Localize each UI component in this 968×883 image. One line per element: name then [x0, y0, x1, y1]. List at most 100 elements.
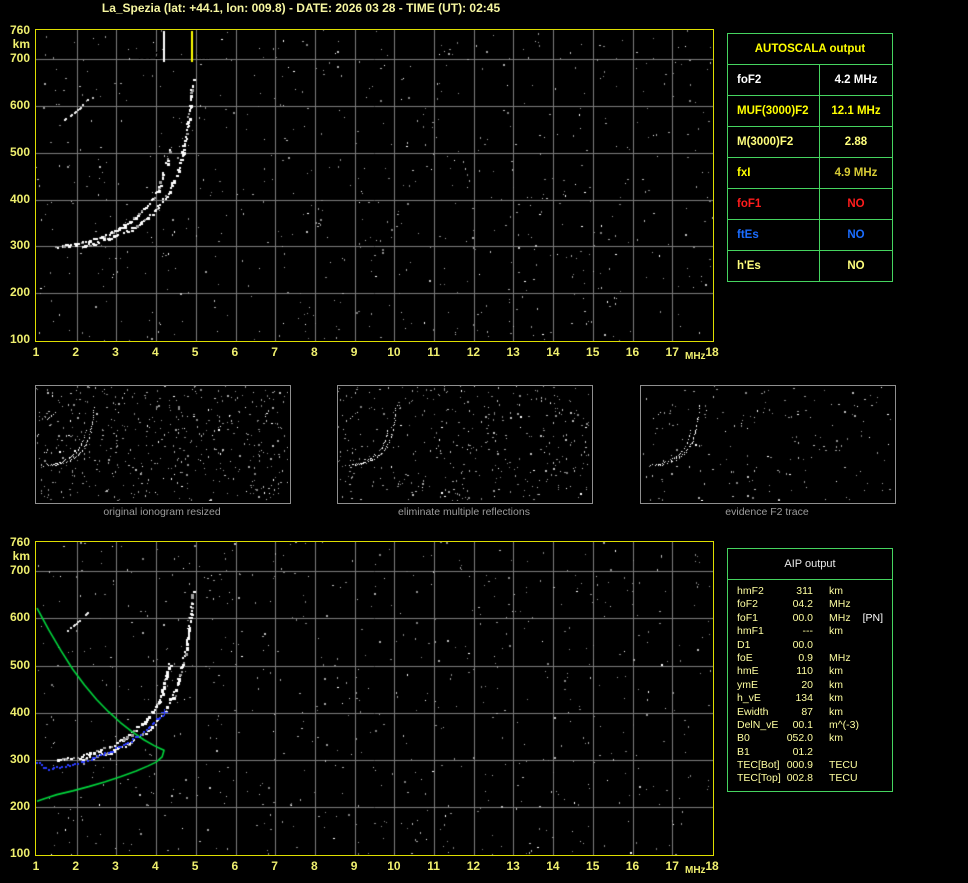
original-ionogram-canvas	[36, 386, 288, 501]
aip-unit: MHz	[829, 598, 851, 611]
bottom-ionogram-canvas	[36, 542, 713, 855]
aip-row-hmF2: hmF2 311 km	[728, 585, 892, 598]
aip-row-B1: B1 01.2	[728, 746, 892, 759]
x-tick-10: 10	[387, 345, 401, 359]
autoscala-row-foF2: foF2 4.2 MHz	[728, 65, 892, 96]
x-axis-unit: MHz	[685, 351, 706, 362]
aip-extra: [PN]	[862, 611, 884, 624]
autoscala-output-rows: foF2 4.2 MHz MUF(3000)F2 12.1 MHz M(3000)F2 2…	[728, 65, 892, 281]
autoscala-value: 2.88	[844, 136, 868, 148]
y-tick-400: 400	[9, 191, 30, 206]
aip-value: 110	[796, 665, 813, 678]
autoscala-row-h'Es: h'Es NO	[728, 251, 892, 281]
x-tick-5: 5	[191, 859, 199, 873]
aip-unit: TECU	[829, 759, 858, 772]
evidence-f2-trace-canvas	[641, 386, 893, 501]
x-tick-4: 4	[151, 345, 159, 359]
autoscala-row-ftEs: ftEs NO	[728, 220, 892, 251]
autoscala-value: 12.1 MHz	[831, 105, 881, 117]
aip-value: 00.1	[792, 718, 813, 731]
fof2-marker-label: foF2	[137, 50, 161, 62]
x-axis-unit: MHz	[685, 865, 706, 876]
fxi-marker-label: fxI	[197, 50, 210, 62]
caption-original-ionogram: original ionogram resized	[103, 506, 221, 518]
aip-output-rows: hmF2 311 km foF2 04.2 MHz foF1 00.0 MHz [PN] hmF1 -…	[728, 580, 892, 786]
aip-param: TEC[Bot]	[737, 759, 780, 772]
aip-param: Ewidth	[737, 705, 769, 718]
aip-value: 134	[795, 692, 813, 705]
aip-unit: km	[829, 625, 843, 638]
autoscala-row-M(3000)F2: M(3000)F2 2.88	[728, 127, 892, 158]
x-tick-9: 9	[350, 859, 358, 873]
autoscala-value: 4.9 MHz	[834, 167, 878, 179]
aip-unit: MHz	[829, 611, 851, 624]
x-tick-6: 6	[231, 859, 239, 873]
aip-row-TEC[Bot]: TEC[Bot] 000.9 TECU	[728, 759, 892, 772]
aip-row-foE: foE 0.9 MHz	[728, 652, 892, 665]
top-ionogram-canvas	[36, 30, 713, 341]
x-tick-4: 4	[151, 859, 159, 873]
y-tick-500: 500	[9, 657, 30, 672]
aip-value: 04.2	[792, 598, 813, 611]
aip-row-ymE: ymE 20 km	[728, 679, 892, 692]
autoscala-param: ftEs	[728, 220, 820, 250]
x-tick-2: 2	[72, 345, 80, 359]
aip-row-hmE: hmE 110 km	[728, 665, 892, 678]
panel-original-ionogram	[35, 385, 291, 504]
x-tick-8: 8	[311, 345, 318, 359]
x-tick-11: 11	[427, 859, 440, 873]
autoscala-param: M(3000)F2	[728, 127, 820, 157]
y-tick-300: 300	[9, 238, 30, 253]
autoscala-row-foF1: foF1 NO	[728, 189, 892, 220]
aip-value: 20	[801, 678, 813, 691]
autoscala-output-table: AUTOSCALA output foF2 4.2 MHz MUF(3000)F2 1…	[727, 33, 893, 282]
aip-param: foF1	[737, 611, 759, 624]
autoscala-param: foF1	[728, 189, 820, 219]
autoscala-value: NO	[847, 198, 865, 210]
aip-row-D1: D1 00.0	[728, 639, 892, 652]
x-tick-17: 17	[665, 859, 679, 873]
aip-row-DelN_vE: DelN_vE 00.1 m^(-3)	[728, 719, 892, 732]
y-tick-100: 100	[9, 332, 30, 346]
aip-value: 000.9	[786, 759, 813, 772]
x-tick-14: 14	[546, 859, 560, 873]
x-tick-15: 15	[586, 345, 600, 359]
x-tick-7: 7	[271, 859, 278, 873]
x-tick-9: 9	[350, 345, 358, 359]
aip-value: 052.0	[786, 732, 813, 745]
aip-unit: MHz	[829, 651, 851, 664]
x-tick-18: 18	[705, 345, 719, 359]
y-axis-unit: km	[12, 37, 30, 51]
aip-param: hmE	[737, 665, 759, 678]
aip-param: B1	[737, 745, 750, 758]
aip-unit: km	[829, 692, 843, 705]
aip-param: D1	[737, 638, 751, 651]
aip-param: TEC[Top]	[737, 772, 781, 785]
y-axis-unit: km	[12, 549, 30, 563]
x-tick-3: 3	[112, 859, 119, 873]
aip-param: hmF1	[737, 625, 764, 638]
aip-unit: km	[829, 585, 843, 597]
aip-unit: TECU	[829, 772, 858, 785]
aip-value: 00.0	[792, 638, 813, 651]
y-tick-100: 100	[9, 846, 30, 860]
aip-unit: km	[829, 678, 843, 691]
autoscala-output-header: AUTOSCALA output	[728, 34, 892, 65]
panel-eliminate-reflections	[337, 385, 593, 504]
x-tick-13: 13	[506, 859, 520, 873]
x-tick-5: 5	[191, 345, 199, 359]
aip-value: 311	[796, 585, 813, 597]
y-tick-500: 500	[9, 144, 30, 159]
aip-unit: km	[829, 665, 843, 678]
autoscala-param: h'Es	[728, 251, 820, 281]
caption-eliminate-reflections: eliminate multiple reflections	[398, 506, 530, 518]
x-tick-18: 18	[705, 859, 719, 873]
y-tick-400: 400	[9, 704, 30, 719]
x-tick-7: 7	[271, 345, 278, 359]
x-tick-3: 3	[112, 345, 119, 359]
x-tick-12: 12	[466, 859, 481, 873]
aip-param: DelN_vE	[737, 718, 779, 731]
y-tick-600: 600	[9, 610, 30, 625]
aip-unit: km	[829, 732, 843, 745]
aip-row-foF1: foF1 00.0 MHz [PN]	[728, 612, 892, 625]
